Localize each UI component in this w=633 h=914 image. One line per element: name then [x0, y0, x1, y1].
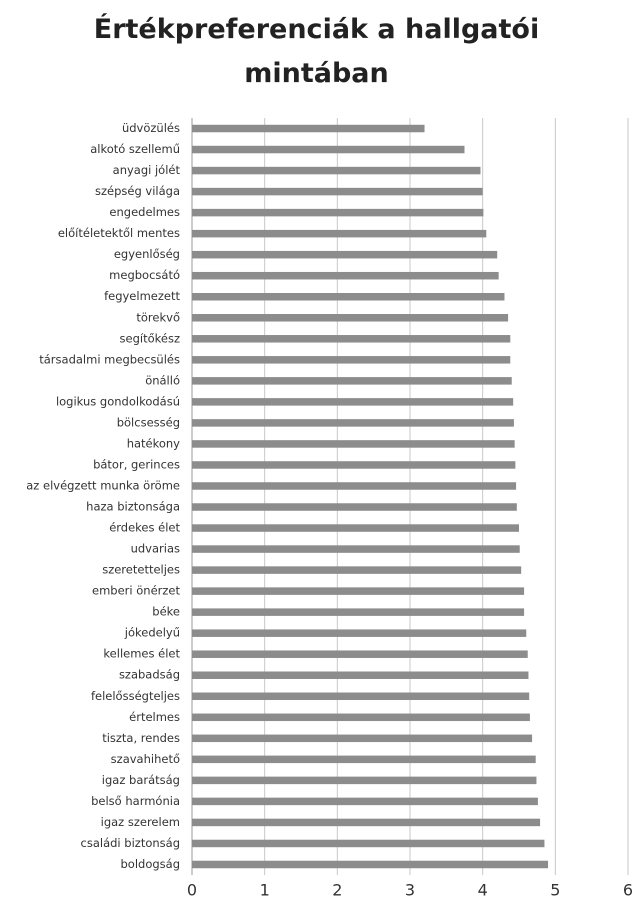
category-label: szabadság — [119, 668, 180, 682]
bar — [192, 797, 538, 806]
bar — [192, 566, 522, 574]
category-label: udvarias — [131, 542, 180, 556]
bar — [192, 818, 541, 827]
category-label: igaz szerelem — [101, 815, 180, 829]
category-label: családi biztonság — [81, 836, 180, 850]
category-label: alkotó szellemű — [90, 142, 180, 156]
bar — [192, 608, 525, 616]
category-label: kellemes élet — [103, 647, 180, 661]
x-tick-label: 1 — [260, 881, 270, 900]
bar — [192, 524, 519, 532]
category-label: belső harmónia — [91, 794, 180, 808]
bar — [192, 503, 517, 511]
bars — [192, 124, 549, 869]
category-label: előítéletektől mentes — [58, 226, 180, 240]
category-label: szeretetteljes — [102, 563, 180, 577]
bar — [192, 166, 481, 175]
category-label: logikus gondolkodású — [56, 394, 180, 408]
bar — [192, 208, 484, 217]
category-label: engedelmes — [109, 205, 180, 219]
x-tick-label: 5 — [550, 881, 560, 900]
bar — [192, 377, 512, 385]
category-label: bátor, gerinces — [93, 457, 180, 471]
chart-title: Értékpreferenciák a hallgatói mintában — [0, 8, 633, 96]
category-label: érdekes élet — [109, 521, 180, 535]
bar — [192, 776, 537, 785]
category-label: értelmes — [129, 710, 180, 724]
bar — [192, 398, 514, 406]
category-label: segítőkész — [120, 331, 180, 345]
category-label: szavahihető — [111, 752, 180, 766]
category-label: tiszta, rendes — [102, 731, 180, 745]
bar — [192, 124, 425, 133]
bar — [192, 314, 509, 322]
bar — [192, 419, 514, 427]
x-tick-label: 3 — [405, 881, 415, 900]
category-label: boldogság — [120, 857, 180, 871]
chart-title-line-1: Értékpreferenciák a hallgatói — [93, 14, 540, 45]
bar — [192, 482, 517, 490]
category-label: fegyelmezett — [104, 289, 180, 303]
bar — [192, 292, 505, 301]
bar — [192, 839, 545, 848]
bar — [192, 335, 511, 343]
bar — [192, 461, 516, 469]
category-label: szépség világa — [95, 184, 180, 198]
category-label: egyenlőség — [114, 247, 180, 261]
bar — [192, 440, 515, 448]
category-label: önálló — [145, 373, 180, 387]
bar — [192, 629, 527, 637]
bar — [192, 734, 533, 743]
bar — [192, 545, 520, 553]
chart-title-line-2: mintában — [244, 58, 389, 89]
bar — [192, 587, 525, 595]
bar — [192, 755, 536, 764]
category-label: igaz barátság — [102, 773, 180, 787]
bar — [192, 271, 499, 280]
bar — [192, 650, 528, 658]
bar — [192, 229, 487, 238]
x-tick-label: 4 — [478, 881, 488, 900]
category-label: bölcsesség — [117, 415, 180, 429]
category-label: anyagi jólét — [113, 163, 181, 177]
category-label: megbocsátó — [109, 268, 180, 282]
bar — [192, 860, 549, 869]
category-labels: üdvözülés alkotó szellemű anyagi jólét szép… — [26, 121, 180, 871]
category-label: hatékony — [127, 436, 180, 450]
gridlines — [191, 118, 629, 875]
category-label: béke — [152, 605, 180, 619]
bar — [192, 187, 483, 196]
category-label: jókedelyű — [124, 626, 180, 640]
x-tick-label: 0 — [187, 881, 197, 900]
category-label: üdvözülés — [122, 121, 180, 135]
category-label: az elvégzett munka öröme — [26, 478, 180, 492]
x-axis-ticks: 0 1 2 3 4 5 6 — [187, 881, 633, 900]
x-tick-label: 6 — [623, 881, 633, 900]
category-label: társadalmi megbecsülés — [39, 352, 180, 366]
category-label: felelősségteljes — [91, 689, 180, 703]
bar — [192, 250, 498, 259]
category-label: emberi önérzet — [92, 584, 180, 598]
bar — [192, 713, 530, 722]
bar — [192, 692, 530, 701]
category-label: haza biztonsága — [86, 500, 180, 514]
category-label: törekvő — [136, 310, 180, 324]
bar — [192, 671, 529, 679]
bar — [192, 145, 465, 154]
bar — [192, 356, 511, 364]
x-tick-label: 2 — [332, 881, 342, 900]
